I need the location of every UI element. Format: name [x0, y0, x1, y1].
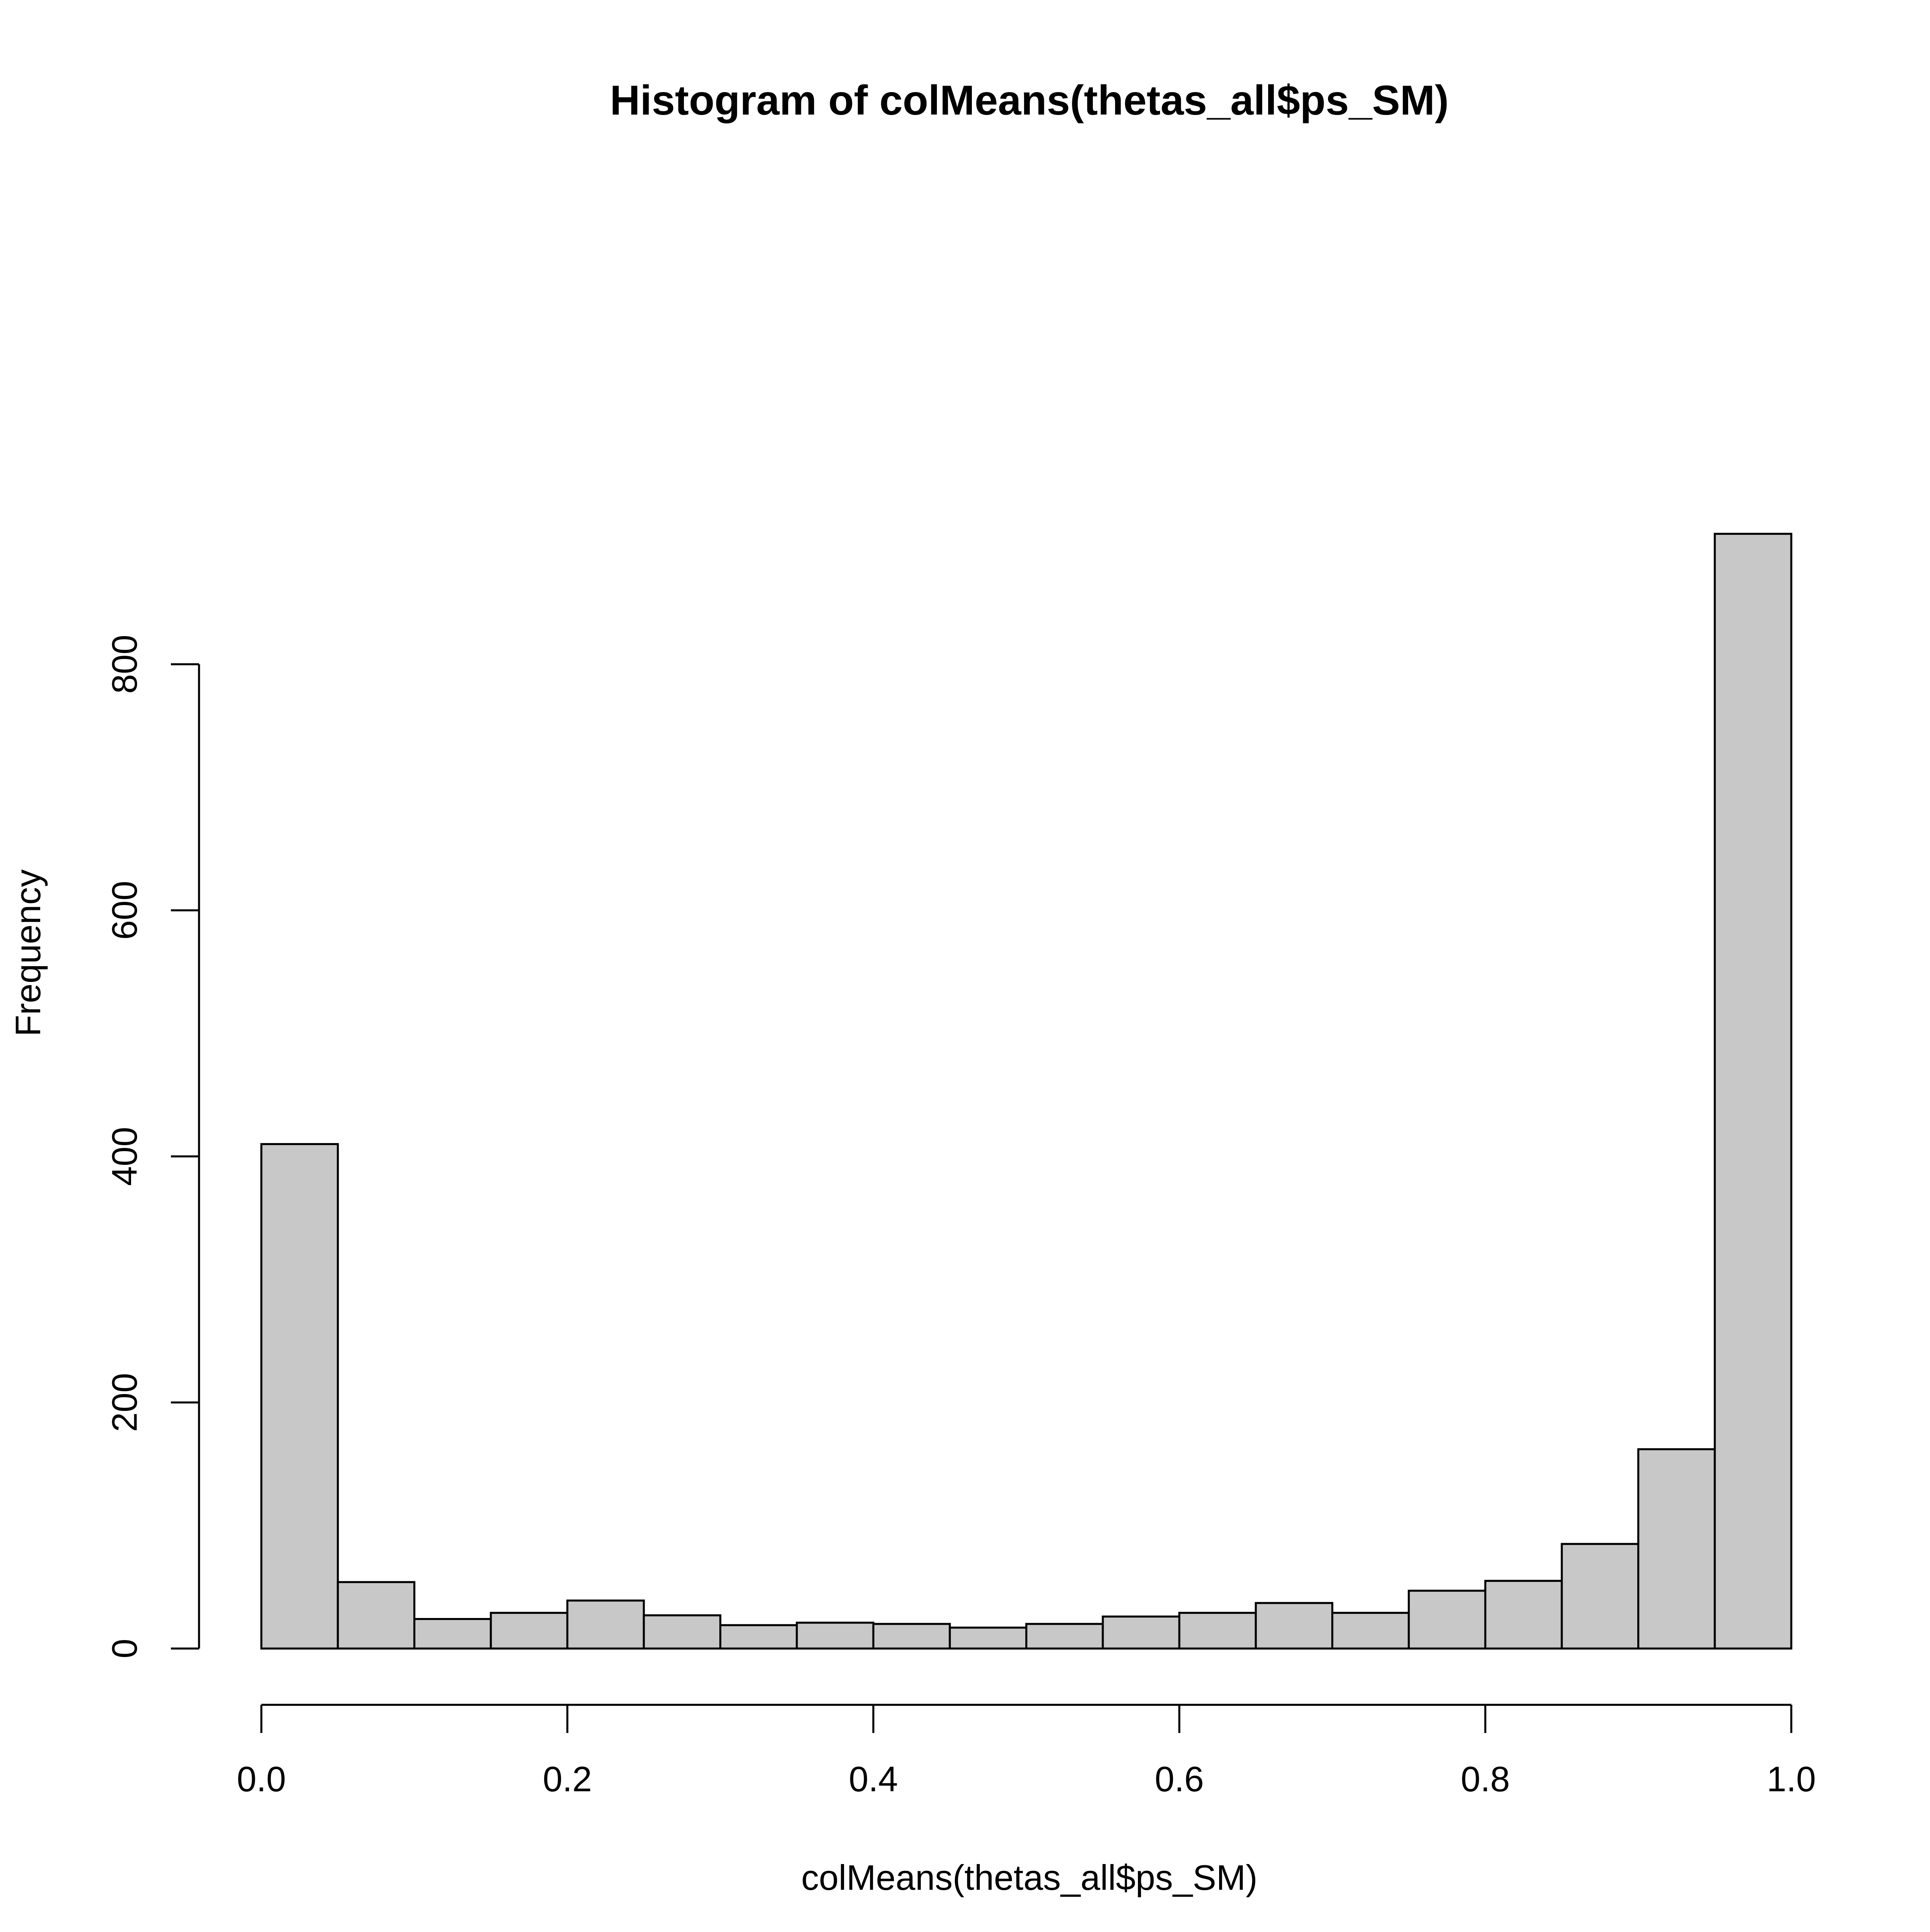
histogram-bar — [1637, 1448, 1716, 1650]
histogram-bar — [719, 1624, 798, 1650]
histogram-bar — [260, 1143, 339, 1650]
x-tick-label: 0.4 — [849, 1759, 898, 1799]
x-axis: 0.0 0.2 0.4 0.6 0.8 1.0 — [237, 1704, 1816, 1799]
chart-title: Histogram of colMeans(thetas_all$ps_SM) — [610, 77, 1449, 124]
histogram-bar — [796, 1622, 875, 1650]
x-tick-label: 0.2 — [543, 1759, 592, 1799]
bars-group — [260, 533, 1792, 1650]
x-tick-label: 0.0 — [237, 1759, 286, 1799]
y-tick-label: 800 — [105, 635, 144, 694]
histogram-bar — [490, 1612, 569, 1650]
histogram-bar — [949, 1626, 1027, 1650]
y-tick-label: 200 — [105, 1373, 144, 1432]
histogram-bar — [1714, 533, 1792, 1650]
y-tick-label: 600 — [105, 881, 144, 940]
histogram-bar — [337, 1581, 415, 1650]
x-tick-label: 0.8 — [1461, 1759, 1510, 1799]
histogram-bar — [643, 1614, 721, 1650]
histogram-bar — [1560, 1543, 1639, 1650]
x-axis-label: colMeans(thetas_all$ps_SM) — [801, 1858, 1258, 1897]
histogram-bar — [1254, 1602, 1333, 1650]
histogram-bar — [1102, 1615, 1181, 1650]
histogram-bar — [1025, 1623, 1104, 1650]
histogram-bar — [872, 1623, 951, 1650]
histogram-bar — [1484, 1580, 1563, 1650]
x-tick-label: 1.0 — [1767, 1759, 1816, 1799]
y-tick-label: 400 — [105, 1127, 144, 1186]
histogram-bar — [1408, 1589, 1487, 1650]
y-axis-label: Frequency — [8, 869, 48, 1037]
histogram-bar — [413, 1618, 492, 1650]
histogram-bar — [1331, 1612, 1410, 1650]
y-tick-label: 0 — [105, 1639, 144, 1659]
y-axis: 0 200 400 600 800 — [105, 635, 200, 1659]
x-tick-label: 0.6 — [1155, 1759, 1204, 1799]
histogram-bar — [566, 1599, 645, 1650]
histogram-bar — [1178, 1612, 1257, 1650]
